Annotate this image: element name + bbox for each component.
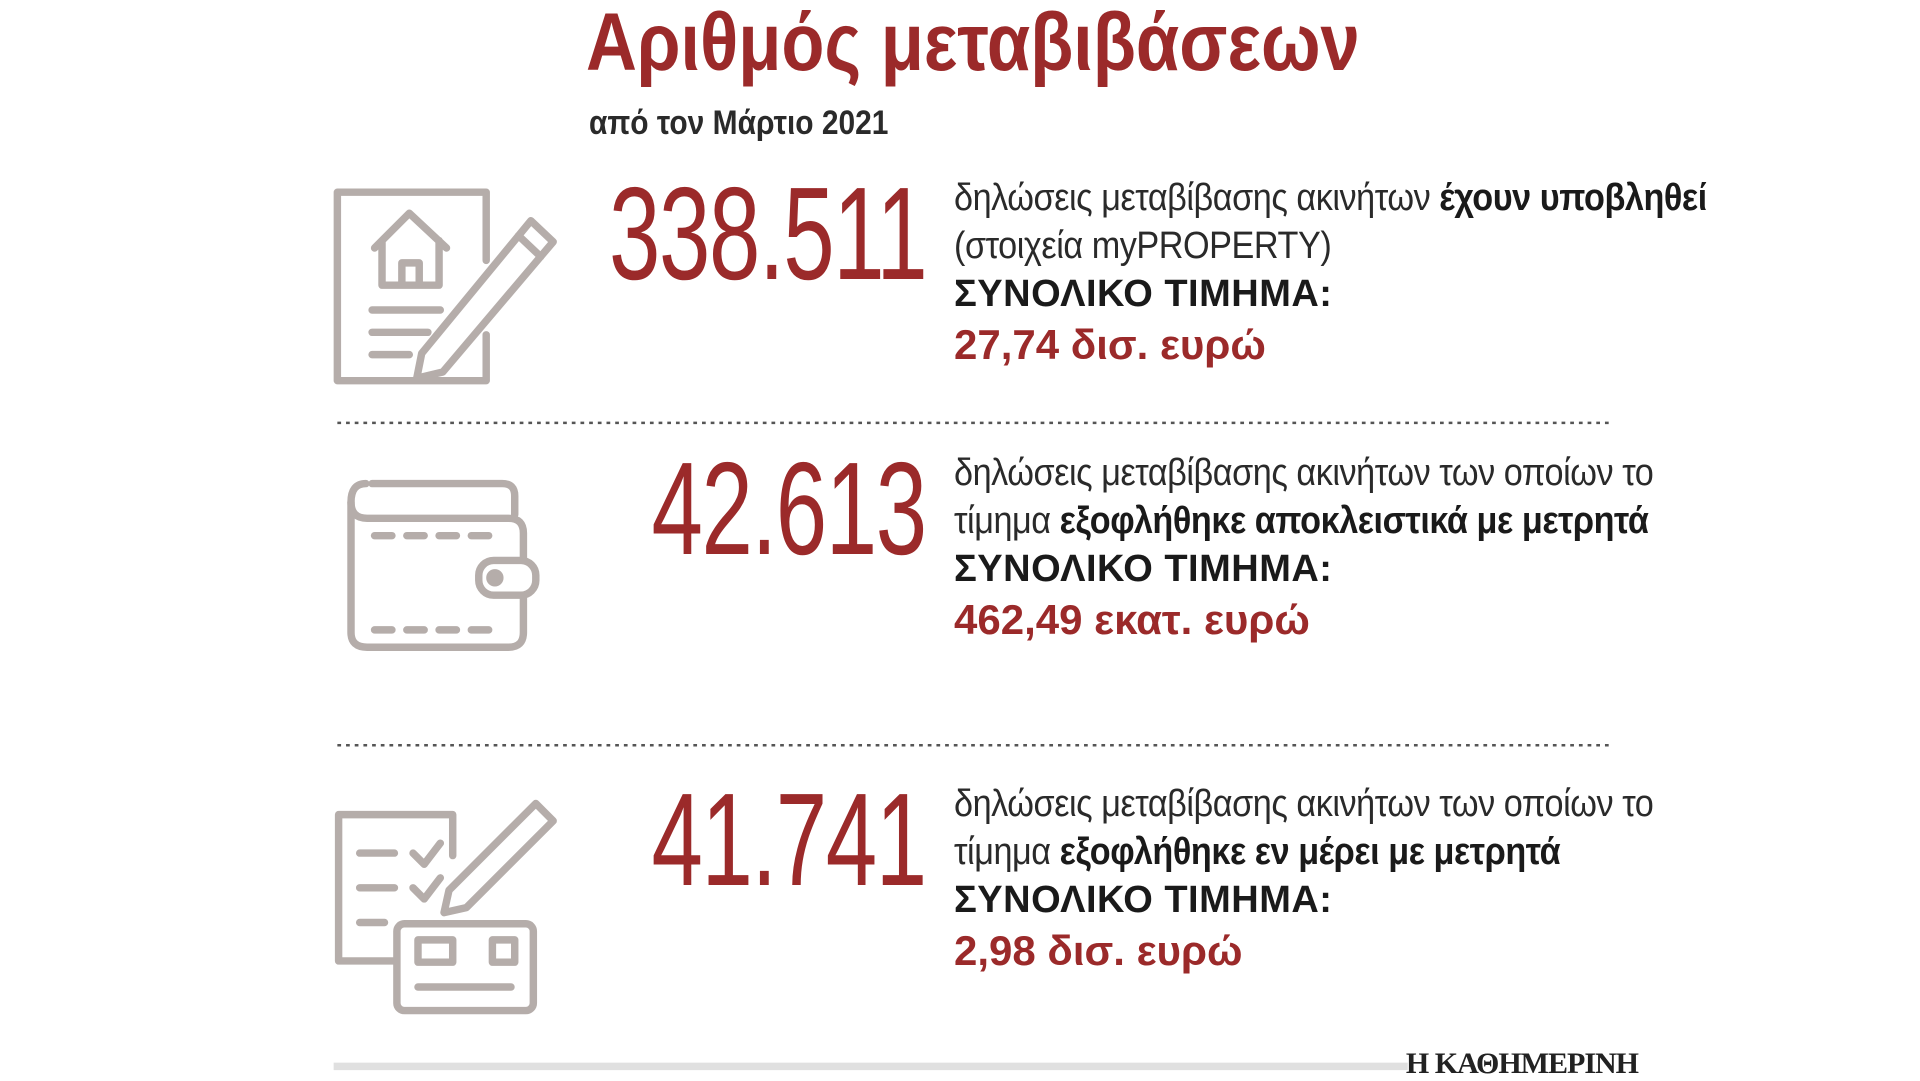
separators (337, 421, 1610, 747)
description: δηλώσεις μεταβίβασης ακινήτων των οποίων… (954, 780, 1710, 876)
description-part: (στοιχεία myPROPERTY) (954, 225, 1332, 267)
text-block: δηλώσεις μεταβίβασης ακινήτων έχουν υποβ… (954, 174, 1714, 372)
subtitle: από τον Μάρτιο 2021 (589, 104, 889, 142)
big-number: 41.741 (651, 766, 928, 913)
total-label: ΣΥΝΟΛΙΚΟ ΤΙΜΗΜΑ: (954, 273, 1333, 315)
total-label: ΣΥΝΟΛΙΚΟ ΤΙΜΗΜΑ: (954, 548, 1333, 590)
big-number: 42.613 (651, 435, 928, 582)
description-part: δηλώσεις μεταβίβασης ακινήτων (954, 177, 1440, 219)
description-part: έχουν υποβληθεί (1439, 177, 1707, 219)
total-value: 27,74 δισ. ευρώ (954, 321, 1266, 368)
total-label: ΣΥΝΟΛΙΚΟ ΤΙΜΗΜΑ: (954, 879, 1333, 921)
text-block: δηλώσεις μεταβίβασης ακινήτων των οποίων… (954, 449, 1714, 647)
icon-house-document (333, 188, 557, 385)
title: Αριθμός μεταβιβάσεων (586, 0, 1360, 88)
description-part: εξοφλήθηκε αποκλειστικά με μετρητά (1059, 500, 1649, 542)
description: δηλώσεις μεταβίβασης ακινήτων των οποίων… (954, 449, 1710, 545)
description-part: εξοφλήθηκε εν μέρει με μετρητά (1059, 831, 1561, 873)
description: δηλώσεις μεταβίβασης ακινήτων έχουν υποβ… (954, 174, 1710, 270)
text-block: δηλώσεις μεταβίβασης ακινήτων των οποίων… (954, 780, 1714, 978)
description-part: δηλώσεις μεταβίβασης ακινήτων των οποίων… (954, 452, 1654, 542)
total-value: 462,49 εκατ. ευρώ (954, 596, 1310, 643)
total-value: 2,98 δισ. ευρώ (954, 927, 1243, 974)
brand: Η ΚΑΘΗΜΕΡΙΝΗ (1405, 1047, 1639, 1080)
description-part: δηλώσεις μεταβίβασης ακινήτων των οποίων… (954, 783, 1654, 873)
icon-payment (334, 799, 557, 1015)
icon-wallet (347, 479, 540, 651)
big-number: 338.511 (608, 160, 928, 307)
